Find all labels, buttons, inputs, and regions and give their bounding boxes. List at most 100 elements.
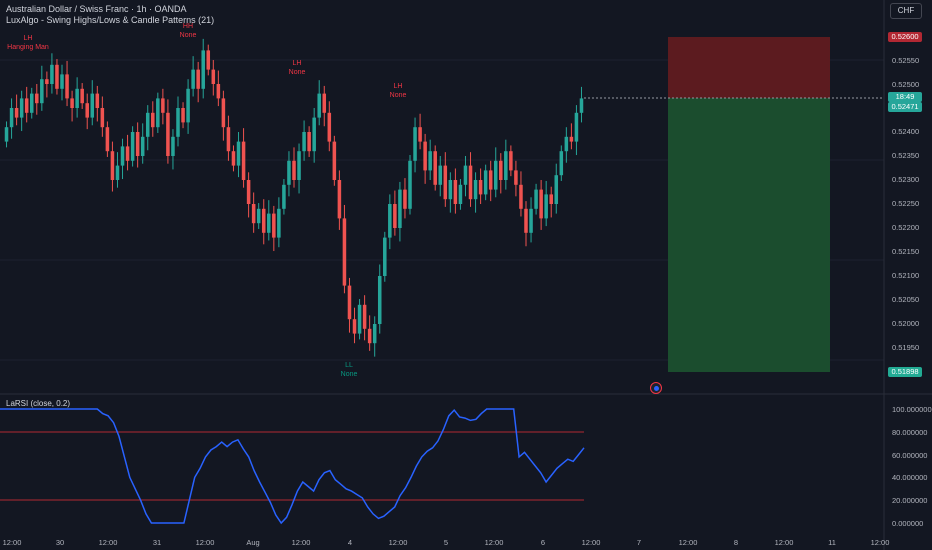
time-label: 12:00 [678, 538, 698, 547]
rsi-indicator-title: LaRSI (close, 0.2) [6, 399, 71, 408]
last-price-badge: 0.52471 [888, 102, 922, 112]
candle-body [463, 165, 468, 185]
pattern-label-5: LL None [341, 361, 358, 379]
candle-body [322, 93, 327, 113]
price-label: 0.52400 [892, 127, 920, 136]
time-label: 12:00 [870, 538, 890, 547]
candle-body [443, 165, 448, 200]
time-label: 12:00 [98, 538, 118, 547]
price-label: 0.52250 [892, 199, 920, 208]
candle-body [60, 74, 64, 89]
candle-body [478, 180, 483, 195]
time-label: 12:00 [388, 538, 408, 547]
candle-body [307, 132, 311, 152]
price-label: 0.52000 [892, 319, 920, 328]
candle-body [342, 218, 347, 286]
pattern-name: None [340, 371, 358, 378]
rsi-axis-label: 80.000000 [892, 428, 928, 437]
candles [4, 38, 584, 357]
price-label: 0.52150 [892, 247, 920, 256]
candle-body [327, 112, 332, 142]
symbol-title: Australian Dollar / Swiss Franc · 1h · O… [6, 4, 187, 14]
rsi-axis-label: 60.000000 [892, 451, 928, 460]
pattern-label-3: LH None [289, 59, 306, 77]
candle-body [261, 208, 266, 233]
time-label: 5 [443, 538, 449, 547]
pattern-type: HH [182, 23, 194, 30]
candle-body [347, 285, 352, 320]
candle-body [4, 127, 9, 142]
candle-body [241, 141, 246, 180]
time-label: 12:00 [581, 538, 601, 547]
candle-body [226, 127, 231, 152]
candle-body [372, 324, 377, 344]
candle-body [287, 160, 291, 185]
candle-body [332, 141, 337, 180]
candle-body [433, 151, 437, 185]
alert-marker-icon[interactable] [650, 382, 662, 394]
candle-body [85, 103, 89, 118]
candle-body [458, 184, 463, 204]
candle-body [438, 165, 443, 185]
candle-body [65, 74, 69, 99]
candle-body [483, 170, 488, 195]
candle-body [534, 189, 538, 209]
currency-button[interactable]: CHF [890, 3, 922, 19]
candle-body [156, 98, 160, 128]
candle-body [352, 319, 357, 334]
candle-body [75, 88, 79, 108]
candle-body [337, 180, 342, 219]
candle-body [145, 112, 150, 137]
candle-body [549, 194, 553, 204]
candle-body [499, 160, 503, 180]
candle-body [519, 184, 523, 209]
time-label: 6 [540, 538, 546, 547]
candle-body [282, 184, 286, 209]
time-label: 31 [152, 538, 162, 547]
candle-body [140, 136, 145, 156]
candle-body [524, 208, 528, 233]
time-label: 12:00 [484, 538, 504, 547]
candle-body [473, 180, 478, 200]
candle-body [393, 204, 397, 228]
pattern-type: LH [292, 60, 302, 67]
candle-body [514, 170, 518, 185]
pattern-name: Hanging Man [7, 44, 49, 51]
time-label: 11 [828, 538, 836, 547]
candle-body [35, 93, 39, 104]
price-label: 0.51950 [892, 343, 920, 352]
candle-body [267, 213, 271, 233]
candle-body [125, 146, 130, 161]
candle-body [14, 108, 19, 118]
candle-body [292, 160, 296, 180]
candle-body [246, 180, 251, 204]
candle-body [211, 69, 216, 84]
candle-body [574, 112, 579, 142]
candle-body [569, 136, 574, 142]
price-label: 0.52300 [892, 175, 920, 184]
candle-body [166, 112, 170, 156]
candle-body [408, 160, 412, 209]
pattern-name: None [179, 32, 197, 39]
time-label: 12:00 [774, 538, 794, 547]
candle-body [110, 151, 115, 180]
candle-body [398, 189, 402, 228]
candle-body [171, 136, 175, 156]
candle-body [206, 50, 211, 70]
price-label: 0.52550 [892, 56, 920, 65]
candle-body [362, 304, 367, 329]
candle-body [100, 108, 105, 128]
candle-body [95, 93, 100, 108]
time-label: 8 [733, 538, 739, 547]
candle-body [377, 276, 382, 324]
candle-body [539, 189, 543, 219]
candle-body [55, 64, 59, 89]
pattern-type: LH [23, 35, 33, 42]
candle-body [80, 88, 84, 104]
candle-body [186, 88, 190, 123]
candle-body [105, 127, 110, 152]
candle-body [181, 108, 185, 123]
candle-body [277, 208, 281, 238]
stop-price-badge: 0.51898 [888, 367, 922, 377]
